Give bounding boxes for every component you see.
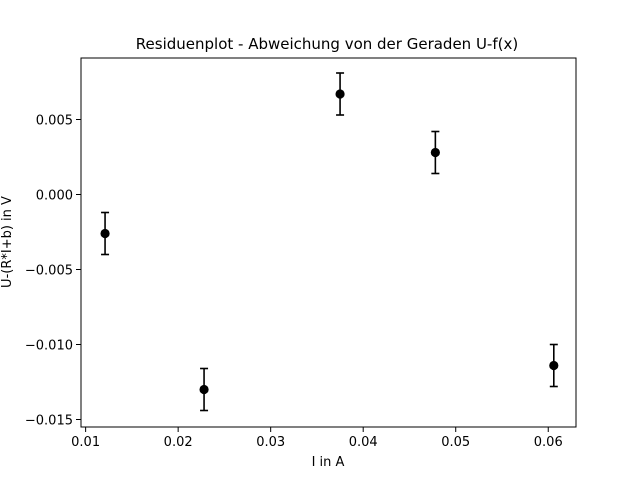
data-point xyxy=(549,360,559,371)
y-tick-label: 0.005 xyxy=(36,114,73,129)
y-tick-label: −0.005 xyxy=(25,264,73,279)
data-point xyxy=(430,147,440,158)
x-tick-label: 0.06 xyxy=(534,435,563,450)
data-point xyxy=(199,384,209,395)
x-tick-label: 0.04 xyxy=(349,435,378,450)
x-axis-label: I in A xyxy=(312,455,345,470)
y-tick-label: 0.000 xyxy=(36,189,73,204)
data-point xyxy=(335,89,345,99)
y-axis: −0.015 −0.010 −0.005 0.000 0.005 xyxy=(25,114,81,429)
x-tick-label: 0.03 xyxy=(256,435,285,450)
data-point xyxy=(100,228,110,239)
data-series xyxy=(100,72,559,412)
y-tick-label: −0.015 xyxy=(25,414,73,429)
x-tick-label: 0.01 xyxy=(71,435,100,450)
chart-title: Residuenplot - Abweichung von der Gerade… xyxy=(136,35,518,53)
plot-frame xyxy=(80,57,577,428)
x-tick-label: 0.02 xyxy=(164,435,193,450)
x-axis: 0.01 0.02 0.03 0.04 0.05 0.06 xyxy=(71,427,563,450)
x-tick-label: 0.05 xyxy=(441,435,470,450)
y-axis-label: U-(R*I+b) in V xyxy=(0,196,15,288)
y-tick-label: −0.010 xyxy=(25,339,73,354)
